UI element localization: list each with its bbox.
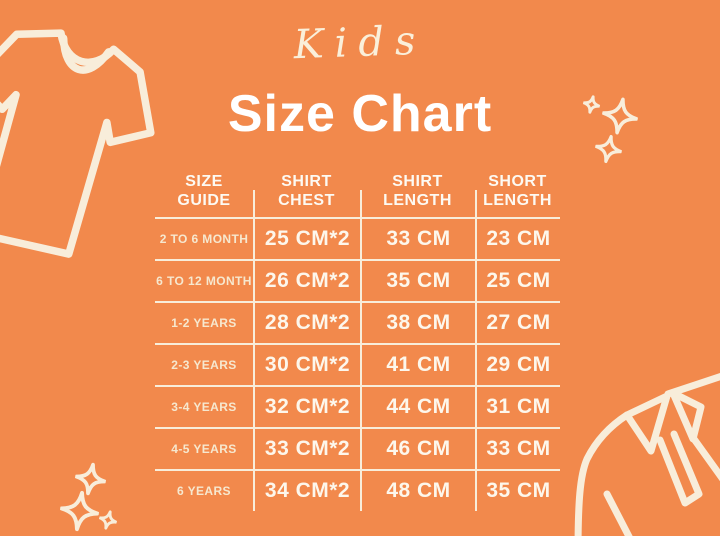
shirt-length-value: 44 CM xyxy=(360,385,475,427)
column-header-line: SHORT xyxy=(488,173,547,190)
sparkle-icon xyxy=(59,490,100,532)
short-length-value: 23 CM xyxy=(475,217,560,259)
short-length-value: 35 CM xyxy=(475,469,560,511)
row-label: 6 TO 12 MONTH xyxy=(155,259,253,301)
short-length-value: 27 CM xyxy=(475,301,560,343)
sparkle-icon xyxy=(74,462,107,496)
shirt-length-value: 46 CM xyxy=(360,427,475,469)
short-length-value: 25 CM xyxy=(475,259,560,301)
shirt-chest-value: 30 CM*2 xyxy=(253,343,360,385)
row-label: 1-2 YEARS xyxy=(155,301,253,343)
row-label: 3-4 YEARS xyxy=(155,385,253,427)
polo-shirt-icon xyxy=(574,372,720,536)
shirt-chest-value: 34 CM*2 xyxy=(253,469,360,511)
column-header-line: SIZE xyxy=(185,173,223,190)
column-header-line: GUIDE xyxy=(177,192,231,209)
size-table: SIZE GUIDE SHIRT CHEST SHIRT LENGTH SHOR… xyxy=(155,164,560,511)
sparkle-icon xyxy=(98,510,118,530)
column-header-line: LENGTH xyxy=(383,192,452,209)
column-header-line: SHIRT xyxy=(281,173,332,190)
shirt-chest-value: 26 CM*2 xyxy=(253,259,360,301)
column-header-line: CHEST xyxy=(278,192,335,209)
row-label: 2-3 YEARS xyxy=(155,343,253,385)
shirt-length-value: 35 CM xyxy=(360,259,475,301)
shirt-length-value: 48 CM xyxy=(360,469,475,511)
short-length-value: 33 CM xyxy=(475,427,560,469)
page-title: Size Chart xyxy=(227,85,493,143)
row-label: 2 TO 6 MONTH xyxy=(155,217,253,259)
script-subtitle: Kids xyxy=(292,17,428,69)
shirt-chest-value: 28 CM*2 xyxy=(253,301,360,343)
shirt-chest-value: 32 CM*2 xyxy=(253,385,360,427)
row-label: 4-5 YEARS xyxy=(155,427,253,469)
column-header-size-guide: SIZE GUIDE xyxy=(155,164,253,217)
shirt-length-value: 33 CM xyxy=(360,217,475,259)
short-length-value: 31 CM xyxy=(475,385,560,427)
column-header-short-length: SHORT LENGTH xyxy=(475,164,560,217)
row-label: 6 YEARS xyxy=(155,469,253,511)
column-header-shirt-length: SHIRT LENGTH xyxy=(360,164,475,217)
column-header-line: SHIRT xyxy=(392,173,443,190)
shirt-length-value: 38 CM xyxy=(360,301,475,343)
shirt-length-value: 41 CM xyxy=(360,343,475,385)
column-header-line: LENGTH xyxy=(483,192,552,209)
short-length-value: 29 CM xyxy=(475,343,560,385)
shirt-chest-value: 33 CM*2 xyxy=(253,427,360,469)
column-header-shirt-chest: SHIRT CHEST xyxy=(253,164,360,217)
shirt-chest-value: 25 CM*2 xyxy=(253,217,360,259)
